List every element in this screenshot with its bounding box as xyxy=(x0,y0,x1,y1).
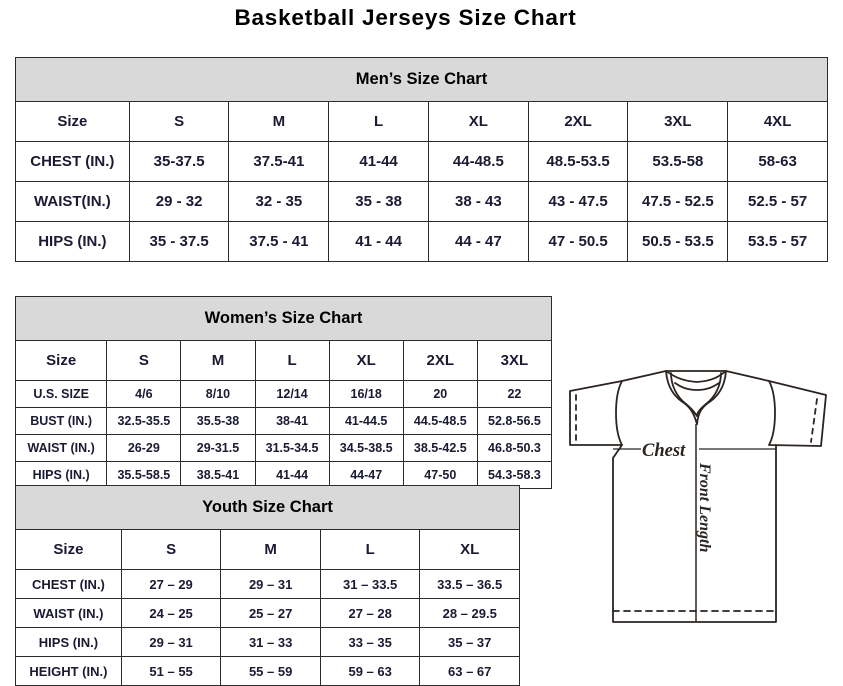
svg-text:Chest: Chest xyxy=(642,441,686,461)
svg-text:Front Length: Front Length xyxy=(696,462,713,552)
